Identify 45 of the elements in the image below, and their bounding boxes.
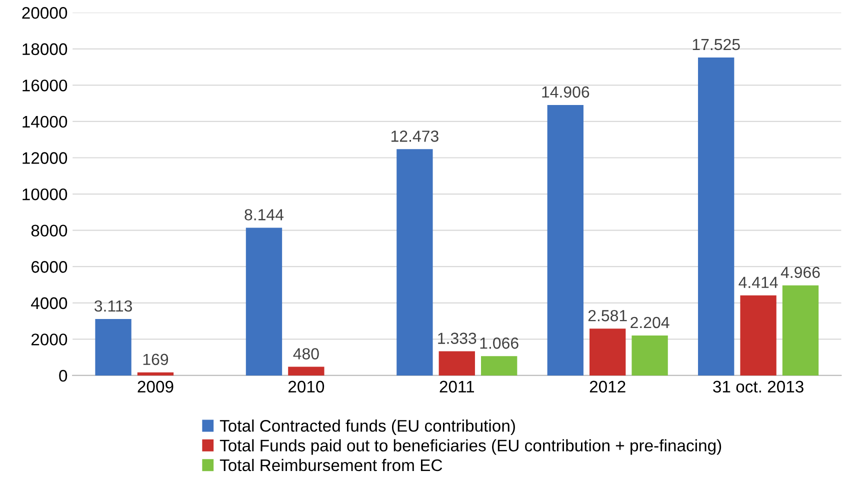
legend-label: Total Contracted funds (EU contribution) (220, 420, 515, 436)
data-label: 1.066 (480, 338, 518, 349)
y-tick-label: 16000 (22, 80, 68, 92)
y-tick-label: 18000 (22, 43, 68, 56)
bar (137, 372, 174, 376)
y-tick-label: 6000 (32, 261, 68, 273)
y-tick-label: 4000 (31, 297, 68, 310)
data-label: 17.525 (692, 38, 740, 50)
x-tick-label: 2010 (288, 380, 324, 393)
bar (698, 58, 734, 376)
bar (782, 285, 819, 376)
data-label: 2.204 (630, 316, 670, 328)
data-label: 1.333 (438, 332, 476, 344)
bar (740, 295, 776, 376)
legend-label: Total Reimbursement from EC (220, 458, 442, 472)
x-tick-label: 2011 (440, 380, 474, 393)
x-tick-label: 2009 (138, 380, 174, 393)
bar (481, 356, 518, 376)
data-label: 4.414 (738, 276, 778, 288)
y-tick-label: 12000 (22, 152, 68, 164)
bar (632, 335, 668, 376)
data-label: 3.113 (94, 300, 132, 312)
data-label: 8.144 (244, 209, 284, 220)
data-label: 12.473 (391, 130, 438, 142)
x-tick-label: 2012 (590, 380, 626, 393)
y-tick-label: 14000 (22, 116, 68, 128)
data-label: 2.581 (588, 310, 627, 322)
bar (288, 366, 324, 376)
data-label: 4.966 (780, 266, 820, 278)
bar (396, 149, 433, 376)
data-label: 14.906 (542, 86, 590, 98)
bar (246, 228, 282, 376)
legend-label: Total Funds paid out to beneficiaries (EU contribution + pre-finacing) (220, 439, 722, 455)
y-tick-label: 8000 (31, 224, 68, 237)
bar (95, 319, 132, 376)
data-label: 169 (143, 354, 168, 366)
y-tick-label: 20000 (22, 7, 68, 19)
y-tick-label: 2000 (31, 334, 68, 346)
y-tick-label: 10000 (22, 188, 68, 200)
bar (438, 351, 475, 376)
y-tick-label: 0 (59, 370, 68, 382)
bar (590, 328, 626, 376)
x-tick-label: 31 oct. 2013 (713, 380, 804, 393)
bar (547, 105, 584, 376)
data-label: 480 (293, 348, 319, 360)
